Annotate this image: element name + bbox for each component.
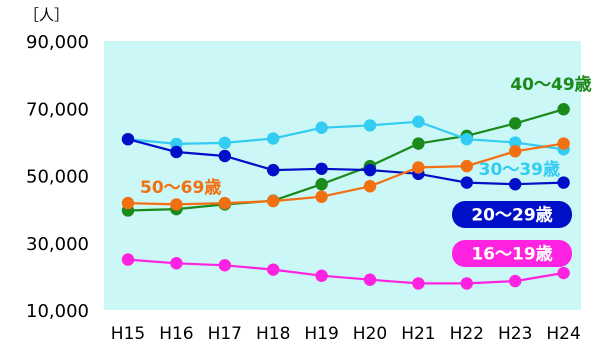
series-label-badge [452,240,572,267]
data-point [557,103,570,116]
x-tick-label: H19 [304,324,338,344]
data-point [170,198,183,211]
data-point [267,163,280,177]
data-point [509,145,522,158]
data-point [315,162,328,175]
series-3-20-29 [121,132,570,191]
data-point [460,132,473,146]
data-point [460,277,473,290]
series-line [127,142,564,206]
data-point [412,161,425,174]
y-tick-label: 70,000 [26,99,89,120]
x-axis-ticks: H15 H16 H17 H18 H19 H20 H21 H22 H23 H24 [111,324,581,344]
data-point [509,136,522,149]
data-point [267,194,280,208]
series-label: 30～39歳 [479,159,560,180]
series-label: 50～69歳 [140,177,221,198]
series-lines [121,103,570,290]
data-point [363,119,377,132]
data-point [412,115,425,128]
series-4-50-69 [121,137,570,211]
y-axis-ticks: 10,000 30,000 50,000 70,000 90,000 [26,32,89,322]
data-point [315,269,328,282]
data-point [267,132,280,145]
data-point [121,253,135,266]
data-point [557,137,570,150]
x-tick-label: H15 [111,324,145,344]
series-label: 20～29歳 [471,205,552,226]
x-tick-label: H21 [401,324,435,344]
y-tick-label: 50,000 [26,167,89,188]
data-point [509,117,522,130]
data-point [315,121,328,134]
y-tick-label: 10,000 [26,301,89,322]
x-tick-label: H17 [208,324,242,344]
series-line [127,258,564,285]
data-point [315,190,328,203]
data-point [267,263,280,276]
series-label: 40～49歳 [510,74,591,95]
data-point [121,196,135,210]
x-tick-label: H20 [353,324,387,344]
series-line [127,108,564,212]
series-labels: 40～49歳 30～39歳 20～29歳 50～69歳 16～19歳 [140,74,592,267]
data-point [363,273,377,286]
series-line [127,138,564,186]
data-point [460,176,473,189]
data-point [218,196,231,210]
data-point [170,145,183,159]
data-point [218,136,231,150]
data-point [412,137,425,150]
data-point [557,266,570,280]
data-point [460,159,473,173]
data-point [412,277,425,290]
data-point [363,180,377,193]
y-tick-label: 30,000 [26,234,89,255]
data-point [509,178,522,191]
data-point [121,132,135,146]
data-point [218,149,231,163]
x-tick-label: H16 [159,324,193,344]
series-5-16-19 [121,253,570,290]
x-tick-label: H24 [546,324,580,344]
series-label-badge [452,201,572,228]
y-unit-label: ［人］ [24,6,69,24]
y-tick-label: 90,000 [26,32,89,53]
data-point [170,257,183,270]
data-point [315,178,328,191]
data-point [509,274,522,288]
x-tick-label: H23 [498,324,532,344]
data-point [218,259,231,272]
series-label: 16～19歳 [471,244,552,265]
data-point [557,176,570,189]
x-tick-label: H18 [256,324,290,344]
data-point [363,163,377,177]
x-tick-label: H22 [450,324,484,344]
series-line [127,120,564,151]
